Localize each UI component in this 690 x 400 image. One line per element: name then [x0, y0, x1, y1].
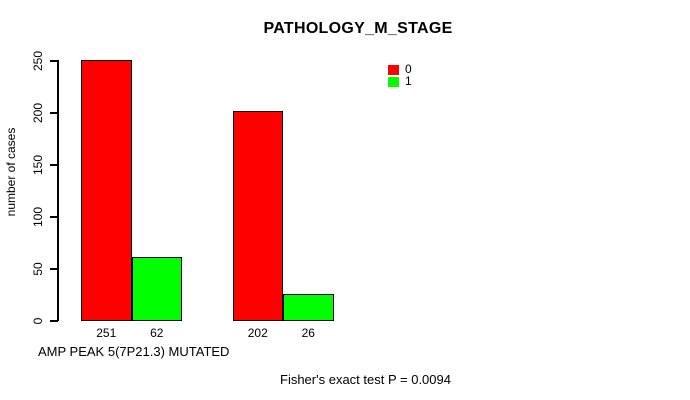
y-tick-mark-200 — [50, 112, 58, 114]
y-axis-line — [57, 60, 59, 321]
legend-label: 1 — [405, 74, 412, 88]
bar-group-1-series-0 — [81, 59, 132, 321]
y-tick-label-100: 100 — [31, 206, 45, 228]
legend-item-1: 1 — [388, 74, 412, 88]
bar-count-label-group-2-series-0: 202 — [247, 326, 268, 340]
legend-swatch-icon — [388, 64, 399, 75]
y-tick-mark-250 — [50, 60, 58, 62]
y-tick-label-50: 50 — [31, 262, 45, 276]
bar-group-2-series-1 — [283, 293, 334, 321]
y-tick-mark-150 — [50, 164, 58, 166]
y-tick-mark-0 — [50, 320, 58, 322]
y-tick-mark-50 — [50, 268, 58, 270]
y-tick-label-200: 200 — [31, 102, 45, 124]
bar-group-2-series-0 — [232, 110, 283, 321]
legend-label: 0 — [405, 62, 412, 76]
y-tick-label-0: 0 — [31, 317, 45, 325]
bar-group-1-series-1 — [131, 256, 182, 321]
y-tick-mark-100 — [50, 216, 58, 218]
legend-item-0: 0 — [388, 62, 412, 76]
y-tick-label-250: 250 — [31, 50, 45, 72]
chart-title: PATHOLOGY_M_STAGE — [263, 20, 453, 37]
y-axis-label: number of cases — [4, 127, 18, 217]
x-axis-label: AMP PEAK 5(7P21.3) MUTATED — [38, 344, 230, 359]
fisher-test-annotation: Fisher's exact test P = 0.0094 — [280, 372, 451, 387]
bar-count-label-group-1-series-1: 62 — [150, 326, 164, 340]
legend-swatch-icon — [388, 76, 399, 87]
y-tick-label-150: 150 — [31, 154, 45, 176]
bar-count-label-group-2-series-1: 26 — [301, 326, 315, 340]
bar-count-label-group-1-series-0: 251 — [96, 326, 117, 340]
